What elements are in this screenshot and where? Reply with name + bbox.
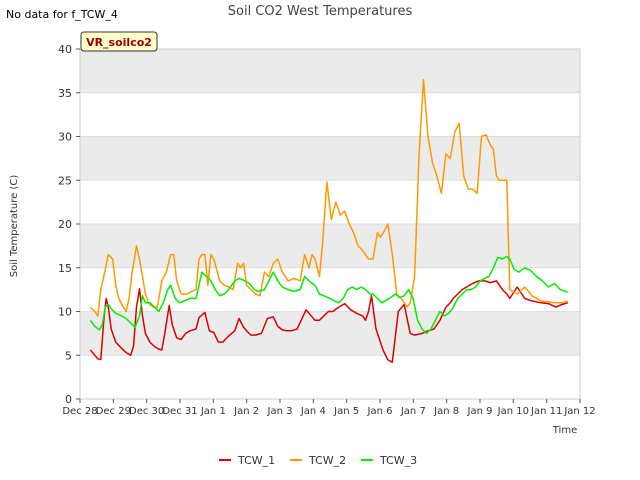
x-tick-label: Jan 4 bbox=[300, 406, 326, 417]
x-tick-label: Jan 10 bbox=[497, 406, 529, 417]
x-tick-label: Jan 8 bbox=[433, 406, 459, 417]
y-tick-label: 20 bbox=[58, 218, 72, 231]
y-tick-label: 5 bbox=[65, 349, 72, 362]
legend: TCW_1 TCW_2 TCW_3 bbox=[219, 454, 417, 467]
x-tick-label: Jan 12 bbox=[563, 406, 595, 417]
x-tick-label: Jan 6 bbox=[367, 406, 393, 417]
x-tick-label: Jan 1 bbox=[200, 406, 226, 417]
x-tick-label: Dec 28 bbox=[62, 406, 97, 417]
x-tick-label: Dec 31 bbox=[162, 406, 197, 417]
y-tick-label: 25 bbox=[58, 174, 72, 187]
grid-band bbox=[80, 49, 580, 93]
x-tick-label: Dec 30 bbox=[129, 406, 164, 417]
x-tick-label: Jan 3 bbox=[267, 406, 293, 417]
no-data-note: No data for f_TCW_4 bbox=[6, 8, 118, 21]
x-tick-label: Jan 5 bbox=[333, 406, 359, 417]
y-tick-label: 0 bbox=[65, 393, 72, 406]
x-tick-label: Dec 29 bbox=[96, 406, 131, 417]
y-tick-label: 40 bbox=[58, 43, 72, 56]
legend-label: TCW_2 bbox=[308, 454, 346, 467]
y-tick-label: 35 bbox=[58, 87, 72, 100]
grid-band bbox=[80, 224, 580, 268]
series-line-tcw-2 bbox=[89, 78, 569, 317]
legend-label: TCW_1 bbox=[237, 454, 275, 467]
x-tick-label: Jan 7 bbox=[400, 406, 426, 417]
series-line-tcw-1 bbox=[89, 280, 569, 364]
x-axis-label: Time bbox=[552, 425, 577, 436]
y-tick-label: 30 bbox=[58, 131, 72, 144]
station-label: VR_soilco2 bbox=[86, 36, 152, 49]
legend-label: TCW_3 bbox=[379, 454, 417, 467]
series-line-tcw-3 bbox=[89, 255, 569, 335]
y-tick-label: 15 bbox=[58, 262, 72, 275]
chart-title: Soil CO2 West Temperatures bbox=[228, 4, 413, 19]
x-tick-label: Jan 11 bbox=[530, 406, 562, 417]
station-label-box: VR_soilco2 bbox=[80, 31, 158, 52]
x-tick-label: Jan 9 bbox=[467, 406, 493, 417]
y-axis-label: Soil Temperature (C) bbox=[9, 175, 20, 278]
x-tick-label: Jan 2 bbox=[233, 406, 259, 417]
grid-band bbox=[80, 311, 580, 356]
y-tick-label: 10 bbox=[58, 306, 72, 319]
grid-band bbox=[80, 136, 580, 181]
